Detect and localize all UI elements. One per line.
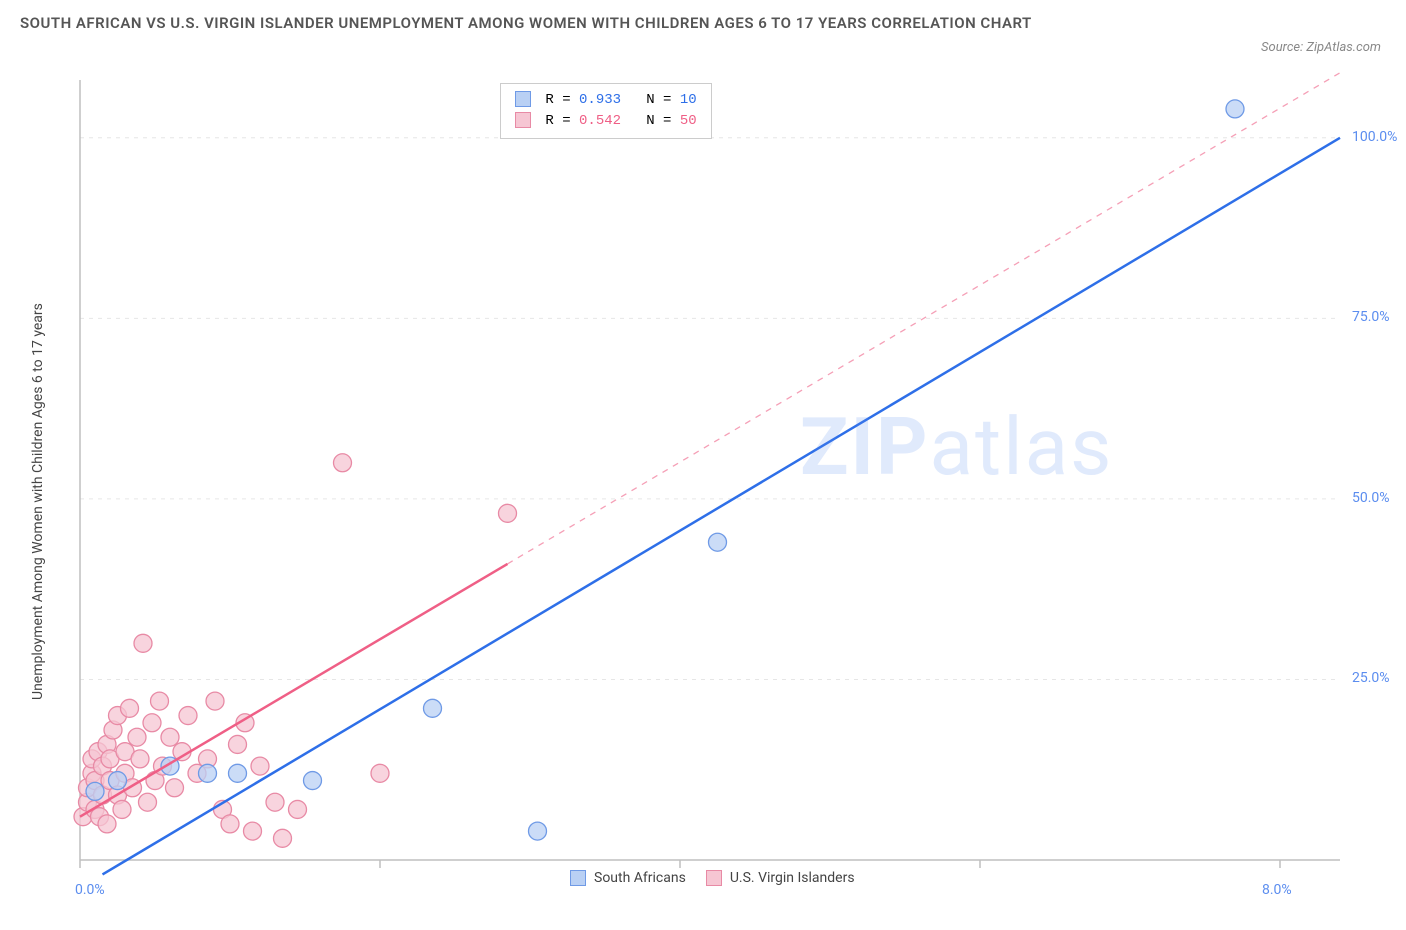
- y-tick-label: 100.0%: [1352, 129, 1397, 145]
- x-tick-label-left: 0.0%: [75, 882, 105, 898]
- chart-title: SOUTH AFRICAN VS U.S. VIRGIN ISLANDER UN…: [20, 12, 1120, 35]
- legend-label: U.S. Virgin Islanders: [730, 870, 855, 886]
- legend-label: South Africans: [594, 870, 686, 886]
- legend-swatch: [706, 870, 722, 886]
- series-swatch: [515, 91, 531, 107]
- correlation-stats-box: R = 0.933 N = 10 R = 0.542 N = 50: [500, 83, 712, 139]
- source-credit: Source: ZipAtlas.com: [1261, 40, 1381, 55]
- legend-bottom: South Africans U.S. Virgin Islanders: [550, 870, 855, 886]
- y-axis-label: Unemployment Among Women with Children A…: [30, 303, 46, 700]
- x-tick-label-right: 8.0%: [1262, 882, 1292, 898]
- scatter-plot-svg: [80, 80, 1340, 890]
- stats-row: R = 0.933 N = 10: [515, 90, 697, 111]
- legend-swatch: [570, 870, 586, 886]
- stats-row: R = 0.542 N = 50: [515, 111, 697, 132]
- chart-plot-area: ZIPatlas R = 0.933 N = 10 R = 0.542 N = …: [80, 80, 1340, 860]
- y-tick-label: 50.0%: [1352, 490, 1390, 506]
- y-tick-label: 75.0%: [1352, 309, 1390, 325]
- y-tick-label: 25.0%: [1352, 670, 1390, 686]
- series-swatch: [515, 112, 531, 128]
